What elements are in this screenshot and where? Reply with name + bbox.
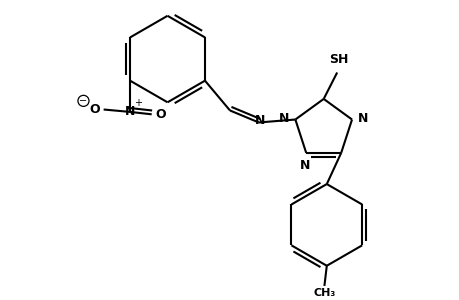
Text: N: N — [254, 114, 264, 127]
Text: +: + — [134, 98, 141, 108]
Text: O: O — [90, 103, 100, 116]
Text: N: N — [125, 105, 135, 119]
Text: N: N — [358, 112, 368, 125]
Text: CH₃: CH₃ — [313, 288, 335, 298]
Text: −: − — [79, 96, 87, 106]
Text: O: O — [155, 108, 165, 121]
Text: SH: SH — [329, 53, 348, 66]
Text: N: N — [299, 159, 310, 172]
Text: N: N — [279, 112, 289, 125]
